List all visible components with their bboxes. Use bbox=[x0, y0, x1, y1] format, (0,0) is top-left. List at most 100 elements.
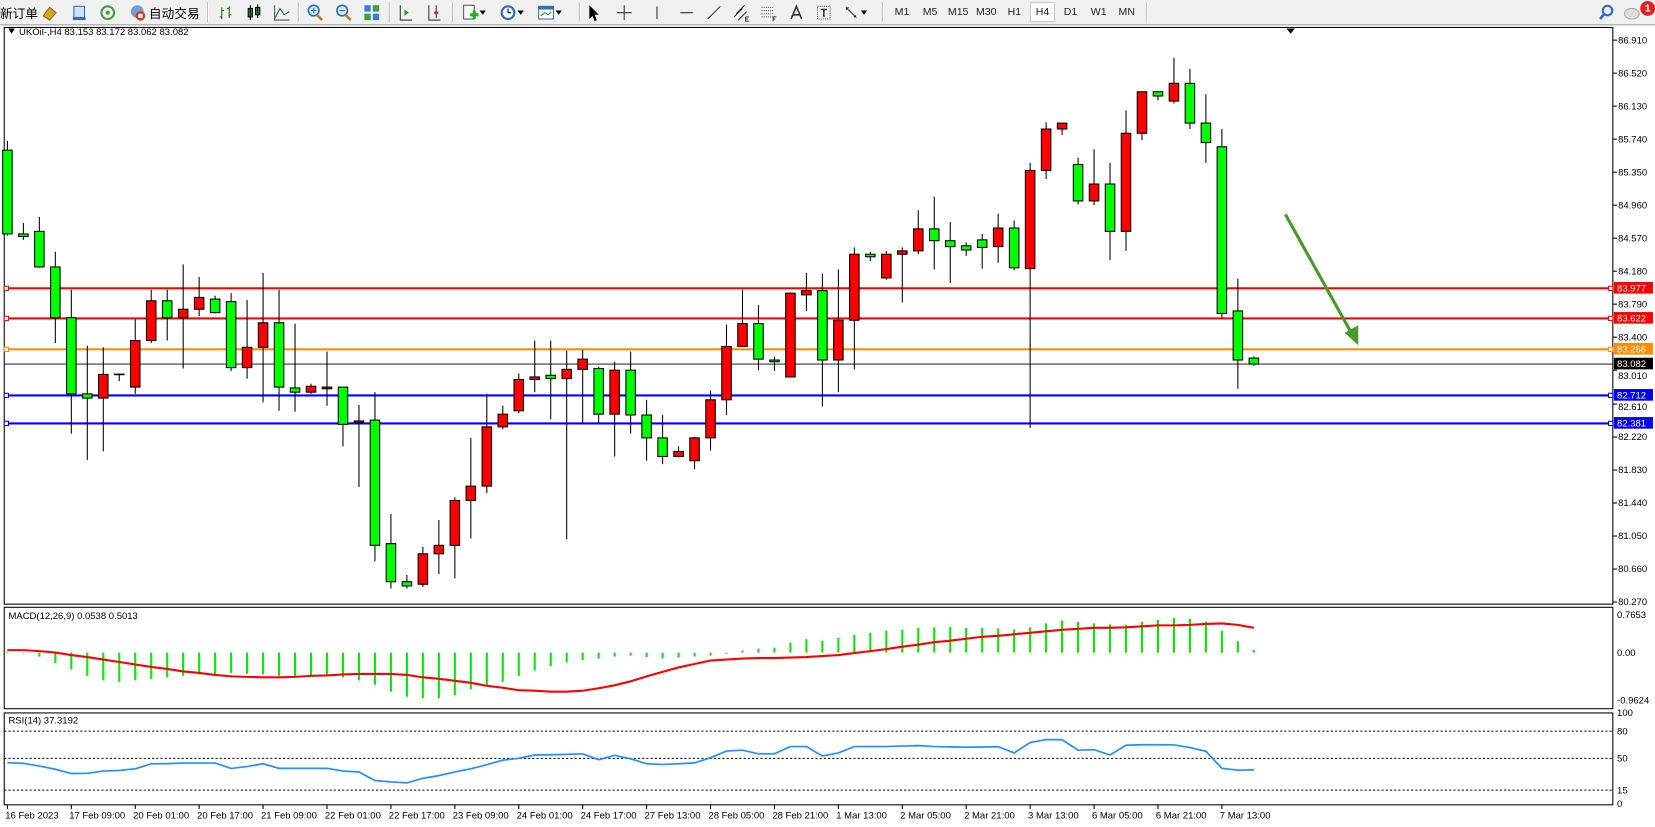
auto-trading-button[interactable]: 自动交易 bbox=[148, 6, 200, 22]
candle bbox=[34, 217, 45, 268]
signals-button[interactable] bbox=[98, 2, 117, 22]
candle bbox=[545, 340, 557, 420]
candle-body bbox=[1232, 310, 1244, 361]
candlestick-button[interactable] bbox=[244, 2, 263, 22]
cursor-button[interactable] bbox=[584, 2, 603, 22]
chart-area[interactable]: 86.910 86.520 86.130 85.740 85.350 84.960 84.5… bbox=[0, 24, 1655, 827]
candle bbox=[1168, 57, 1180, 104]
tile-windows-button[interactable] bbox=[362, 2, 381, 22]
dropdown-button[interactable] bbox=[555, 2, 562, 22]
arrows-button[interactable] bbox=[842, 2, 861, 22]
fibonacci-icon bbox=[761, 6, 777, 21]
equidistant-channel-button[interactable] bbox=[732, 2, 751, 22]
candle bbox=[289, 323, 301, 412]
time-axis-label: 23 Feb 09:00 bbox=[453, 811, 509, 822]
price-tick-label: 84.180 bbox=[1618, 266, 1647, 277]
timeframe-h1[interactable]: H1 bbox=[1007, 6, 1022, 18]
candle-body bbox=[209, 298, 221, 314]
timeframe-w1[interactable]: W1 bbox=[1090, 6, 1107, 18]
bar-chart-button[interactable] bbox=[217, 2, 236, 22]
candle-body bbox=[305, 385, 317, 393]
zoom-out-icon bbox=[336, 3, 352, 21]
candle bbox=[641, 399, 652, 461]
dropdown-arrow-icon bbox=[555, 10, 562, 15]
candle bbox=[657, 415, 668, 465]
vertical-line-button[interactable] bbox=[647, 2, 666, 22]
bar-chart-icon bbox=[219, 5, 232, 19]
trendline-button[interactable] bbox=[704, 2, 723, 22]
line-chart-icon bbox=[274, 4, 290, 21]
periods-button[interactable] bbox=[499, 2, 518, 22]
candle-body bbox=[321, 386, 333, 390]
time-axis-label: 24 Feb 01:00 bbox=[517, 811, 573, 822]
candle bbox=[753, 305, 764, 371]
candle bbox=[145, 289, 157, 344]
notification-button[interactable] bbox=[1622, 2, 1641, 22]
candle-body bbox=[50, 266, 61, 319]
timeframe-m30[interactable]: M30 bbox=[975, 6, 997, 18]
timeframe-mn[interactable]: MN bbox=[1118, 6, 1135, 18]
new-order-button[interactable]: 新订单 bbox=[0, 6, 39, 22]
terminal-button[interactable] bbox=[70, 2, 89, 22]
time-axis-label: 6 Mar 21:00 bbox=[1156, 811, 1207, 822]
candle-body bbox=[1088, 183, 1100, 202]
level-handle bbox=[3, 392, 9, 399]
chart-shift-button[interactable] bbox=[425, 2, 444, 22]
candle bbox=[1152, 91, 1164, 101]
templates-button[interactable] bbox=[537, 2, 556, 22]
candle bbox=[769, 356, 780, 372]
timeframe-h4[interactable]: H4 bbox=[1029, 2, 1056, 23]
candle-body bbox=[353, 420, 365, 424]
timeframe-m5[interactable]: M5 bbox=[922, 6, 938, 18]
timeframe-m1[interactable]: M1 bbox=[894, 6, 910, 18]
text-button[interactable] bbox=[787, 2, 806, 22]
candle bbox=[82, 345, 93, 460]
candle bbox=[976, 233, 988, 269]
chart-shift-icon bbox=[428, 4, 441, 21]
price-tick-label: 81.440 bbox=[1618, 498, 1647, 509]
candle-body bbox=[1120, 132, 1132, 232]
dropdown-button[interactable] bbox=[860, 2, 868, 22]
candle bbox=[209, 295, 221, 314]
indicators-button[interactable] bbox=[461, 2, 480, 22]
crosshair-button[interactable] bbox=[615, 2, 634, 22]
candle-body bbox=[785, 292, 796, 378]
horizontal-line-button[interactable] bbox=[677, 2, 696, 22]
zoom-out-button[interactable] bbox=[334, 2, 353, 22]
timeframe-d1[interactable]: D1 bbox=[1063, 6, 1078, 18]
line-chart-button[interactable] bbox=[272, 2, 291, 22]
horizontal-line-icon bbox=[680, 11, 693, 13]
level-price-label: 83.256 bbox=[1617, 345, 1646, 356]
metaeditor-button[interactable] bbox=[40, 2, 59, 22]
dropdown-button[interactable] bbox=[517, 2, 524, 22]
candle-body bbox=[66, 317, 77, 395]
notification-badge[interactable]: 1 bbox=[1640, 1, 1655, 16]
candle-body bbox=[497, 413, 509, 428]
text-label-button[interactable] bbox=[814, 2, 833, 22]
trend-arrow-head bbox=[1344, 325, 1359, 346]
candle bbox=[960, 242, 972, 256]
candle-body bbox=[960, 245, 972, 251]
auto-scroll-button[interactable] bbox=[396, 2, 415, 22]
level-price-tag bbox=[1613, 282, 1653, 294]
candle bbox=[673, 446, 684, 458]
candle-body bbox=[1072, 164, 1084, 202]
dropdown-button[interactable] bbox=[479, 2, 486, 22]
candle-body bbox=[257, 322, 269, 348]
timeframe-m15[interactable]: M15 bbox=[947, 6, 969, 18]
search-button[interactable] bbox=[1597, 2, 1616, 22]
signals-icon bbox=[100, 4, 116, 20]
toolbar-separator bbox=[881, 2, 885, 23]
zoom-in-icon bbox=[307, 3, 324, 21]
candle-body bbox=[912, 228, 924, 252]
candle bbox=[321, 351, 333, 406]
current-price-label: 83.082 bbox=[1617, 359, 1646, 370]
zoom-in-button[interactable] bbox=[305, 2, 324, 22]
price-tick-label: 83.400 bbox=[1618, 332, 1647, 343]
toolbar-separator bbox=[388, 2, 391, 23]
level-price-label: 83.977 bbox=[1617, 284, 1646, 295]
fibonacci-button[interactable] bbox=[759, 2, 778, 22]
auto-trading-button[interactable] bbox=[128, 2, 147, 22]
candle bbox=[369, 392, 381, 562]
indicators-icon bbox=[463, 4, 479, 20]
